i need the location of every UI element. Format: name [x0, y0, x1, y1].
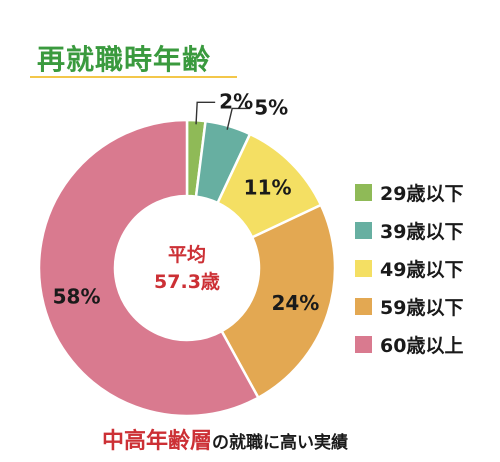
legend-swatch: [355, 221, 372, 239]
legend-item: 60歳以上: [355, 332, 464, 357]
slice-label-3: 11%: [244, 175, 292, 199]
percentage-labels: 2% 5% 11% 24% 58%: [53, 89, 320, 315]
legend-item: 39歳以下: [355, 218, 464, 243]
legend-label: 60歳以上: [380, 334, 464, 357]
donut-slices: [37, 118, 337, 418]
title-underline: [30, 76, 237, 78]
slice-label-2: 5%: [254, 95, 288, 119]
caption-highlight: 中高年齢層: [102, 429, 213, 454]
legend-label: 59歳以下: [380, 296, 464, 319]
caption-rest: の就職に高い実績: [212, 433, 349, 453]
legend-item: 49歳以下: [355, 256, 464, 281]
legend-label: 29歳以下: [380, 182, 464, 205]
slice-label-4: 24%: [271, 291, 319, 315]
caption: 中高年齢層の就職に高い実績: [102, 423, 348, 455]
legend-swatch: [355, 259, 372, 277]
slice-5: [37, 118, 260, 418]
center-label-line2: 57.3歳: [154, 271, 220, 293]
slice-label-1: 2%: [219, 89, 253, 113]
legend-label: 49歳以下: [380, 258, 464, 281]
slice-label-5: 58%: [53, 284, 101, 308]
legend-label: 39歳以下: [380, 220, 464, 243]
leader-line-2: [226, 107, 251, 130]
center-label-line1: 平均: [168, 243, 206, 266]
legend: 29歳以下 39歳以下 49歳以下 59歳以下 60歳以上: [355, 180, 463, 370]
legend-swatch: [355, 183, 372, 201]
legend-item: 29歳以下: [355, 180, 464, 205]
legend-swatch: [355, 297, 372, 315]
leader-lines: [195, 101, 251, 130]
legend-item: 59歳以下: [355, 294, 464, 319]
chart-title: 再就職時年齢: [37, 43, 212, 76]
leader-line-1: [195, 101, 216, 125]
legend-swatch: [355, 335, 372, 353]
slice-4: [219, 203, 337, 400]
